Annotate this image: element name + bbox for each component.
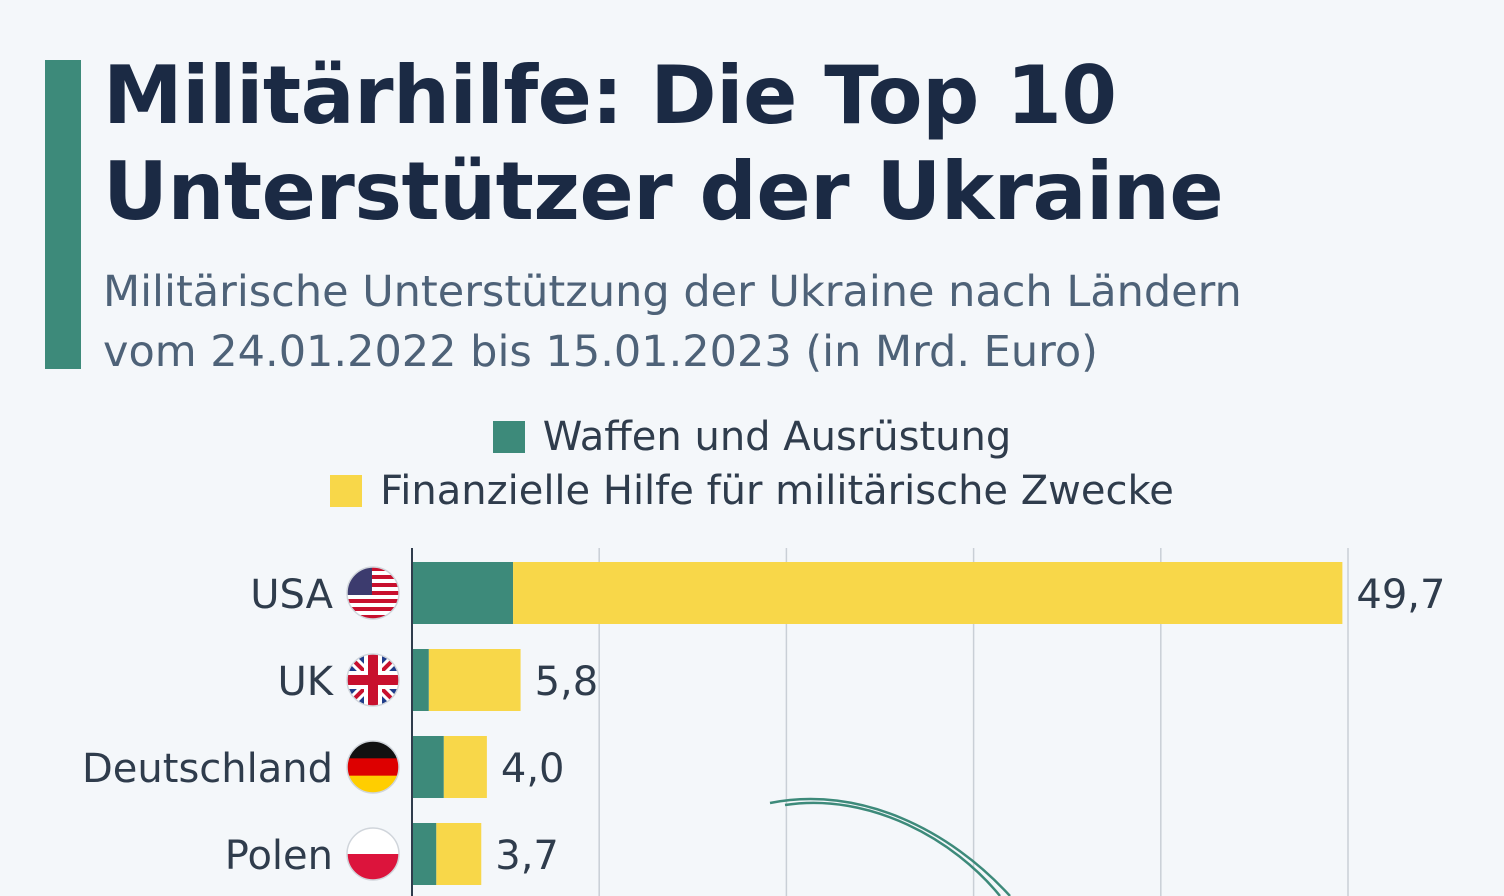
flag-part [347,587,399,592]
flag-part [347,854,399,880]
bar-value-label: 3,7 [495,833,559,879]
germany-flag-icon [347,741,399,793]
bar-value-label: 5,8 [535,659,599,705]
bar-row-deutschland: 4,0 [412,736,565,798]
subtitle-line-1: Militärische Unterstützung der Ukraine n… [103,267,1242,317]
title-line-1: Militärhilfe: Die Top 10 [103,49,1117,142]
page-title: Militärhilfe: Die Top 10 Unterstützer de… [103,48,1224,240]
bar-segment-financial [428,649,521,711]
flag-part [347,775,399,793]
bar-row-polen: 3,7 [412,823,559,885]
legend-swatch-financial [330,475,363,507]
bar-segment-weapons [412,649,429,711]
chart-legend: Waffen und Ausrüstung Finanzielle Hilfe … [0,410,1504,518]
decorative-curve [769,797,1011,896]
uk-flag-icon [347,654,399,706]
flag-part [347,583,399,588]
flag-part [347,579,399,584]
legend-item-weapons: Waffen und Ausrüstung [492,410,1012,464]
category-label: USA [250,572,333,618]
bar-segment-financial [443,736,487,798]
bar-value-label: 49,7 [1356,572,1445,618]
flag-part [347,567,399,572]
flag-border [346,653,400,707]
page-subtitle: Militärische Unterstützung der Ukraine n… [103,262,1242,382]
flag-part [347,571,399,576]
flag-part [347,828,399,854]
flag-part [347,591,399,596]
flag-part [347,607,399,612]
subtitle-line-2: vom 24.01.2022 bis 15.01.2023 (in Mrd. E… [103,327,1098,377]
bar-segment-weapons [412,823,437,885]
legend-item-financial: Finanzielle Hilfe für militärische Zweck… [330,464,1174,518]
flag-part [347,611,399,616]
legend-label-weapons: Waffen und Ausrüstung [542,414,1012,460]
category-label: Deutschland [82,746,333,792]
decorative-curve [784,801,1001,896]
bar-segment-weapons [412,562,514,624]
flag-part [347,675,399,685]
flag-part [347,615,399,619]
legend-label-financial: Finanzielle Hilfe für militärische Zweck… [380,468,1174,514]
title-accent-bar [45,60,81,369]
flag-border [346,566,400,620]
flag-part [347,595,399,600]
flag-part [347,758,399,777]
bar-segment-financial [513,562,1343,624]
bar-row-usa: 49,7 [412,562,1445,624]
flag-part [347,575,399,580]
flag-part [347,599,399,604]
flag-border [346,740,400,794]
category-label: UK [277,659,334,705]
bar-row-uk: 5,8 [412,649,598,711]
bar-segment-financial [436,823,482,885]
flag-part [347,603,399,608]
flag-part [347,741,399,759]
legend-swatch-weapons [492,421,525,453]
bar-segment-weapons [412,736,444,798]
bar-value-label: 4,0 [501,746,565,792]
flag-border [346,827,400,881]
title-line-2: Unterstützer der Ukraine [103,145,1224,238]
category-label: Polen [225,833,333,879]
